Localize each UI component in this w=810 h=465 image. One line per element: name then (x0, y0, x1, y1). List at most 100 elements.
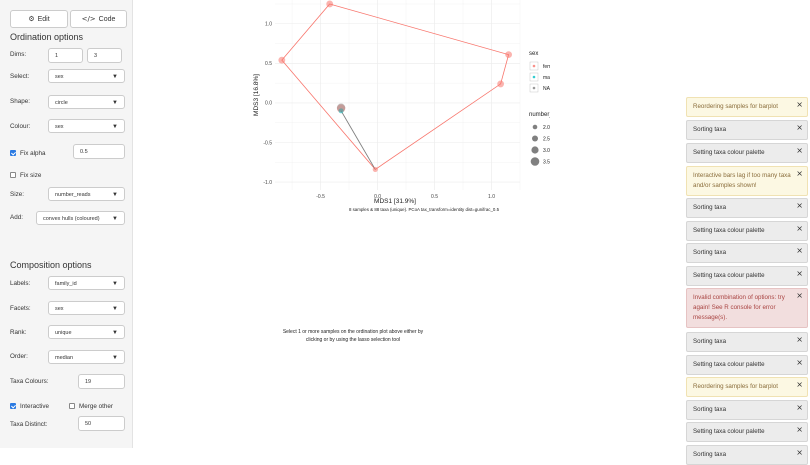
legend-sex: female male NA (529, 61, 550, 93)
notification-text: Sorting taxa (693, 204, 727, 211)
fix-size-label: Fix size (20, 172, 42, 179)
notification-toast: Sorting taxa × (686, 445, 808, 465)
sample-point-female[interactable] (372, 166, 378, 173)
caret-down-icon: ▼ (112, 192, 118, 198)
legend-size-dot (532, 135, 538, 142)
size-dropdown[interactable]: number_reads ▼ (48, 187, 125, 201)
merge-other-checkbox[interactable] (69, 403, 75, 409)
selection-hint: Select 1 or more samples on the ordinati… (282, 329, 424, 343)
notification-text: Sorting taxa (693, 126, 727, 133)
close-icon[interactable]: × (796, 246, 803, 255)
merge-other-label: Merge other (79, 403, 113, 410)
notification-text: Setting taxa colour palette (693, 149, 765, 156)
x-axis-label: MDS1 [31.9%] (374, 198, 416, 205)
order-dropdown[interactable]: median ▼ (48, 350, 125, 364)
close-icon[interactable]: × (796, 169, 803, 178)
select-dropdown[interactable]: sex ▼ (48, 69, 125, 83)
rank-dropdown[interactable]: unique ▼ (48, 325, 125, 339)
notification-toast: Setting taxa colour palette × (686, 422, 808, 442)
sample-point-female[interactable] (278, 56, 286, 64)
close-icon[interactable]: × (796, 291, 803, 300)
interactive-checkbox[interactable] (10, 403, 16, 409)
close-icon[interactable]: × (796, 269, 803, 278)
legend-reads: 2.0e+07 2.5e+07 3.0e+07 3.5e+07 (530, 124, 550, 166)
add-dropdown[interactable]: convex hulls (coloured) ▼ (36, 211, 125, 225)
legend-sex-label: NA (543, 86, 550, 92)
y-tick-label: 0.5 (265, 61, 272, 67)
sidebar: ⚙ Edit </> Code Ordination options Dims: 1… (0, 0, 133, 448)
labels-dropdown[interactable]: family_id ▼ (48, 276, 125, 290)
close-icon[interactable]: × (796, 380, 803, 389)
notification-text: Interactive bars lag if too many taxa an… (693, 172, 791, 189)
close-icon[interactable]: × (796, 100, 803, 109)
colour-dropdown[interactable]: sex ▼ (48, 119, 125, 133)
ordination-options-title: Ordination options (10, 32, 84, 42)
notification-toast: Sorting taxa × (686, 400, 808, 420)
close-icon[interactable]: × (796, 146, 803, 155)
close-icon[interactable]: × (796, 201, 803, 210)
sample-point-male[interactable] (338, 108, 344, 114)
notification-toast: Setting taxa colour palette × (686, 221, 808, 241)
legend-reads-label: 2.0e+07 (543, 125, 550, 131)
legend-size-dot (531, 146, 539, 154)
close-icon[interactable]: × (796, 123, 803, 132)
caret-down-icon: ▼ (112, 281, 118, 287)
notification-text: Reordering samples for barplot (693, 383, 778, 390)
sample-point-female[interactable] (497, 80, 505, 88)
taxa-distinct-input[interactable]: 50 (78, 416, 125, 431)
alpha-input[interactable]: 0.5 (73, 144, 125, 159)
dim2-input[interactable]: 3 (87, 48, 122, 63)
taxa-colours-input[interactable]: 19 (78, 374, 125, 389)
sample-point-female[interactable] (505, 51, 513, 59)
x-tick-label: 0.5 (431, 194, 438, 200)
edit-button[interactable]: ⚙ Edit (10, 10, 68, 28)
notification-toast: Invalid combination of options: try agai… (686, 288, 808, 328)
sample-point-na[interactable] (336, 103, 346, 112)
notification-text: Sorting taxa (693, 338, 727, 345)
legend-reads-title: number_reads (529, 112, 550, 118)
code-button[interactable]: </> Code (70, 10, 127, 28)
close-icon[interactable]: × (796, 335, 803, 344)
shape-dropdown[interactable]: circle ▼ (48, 95, 125, 109)
sample-points[interactable] (278, 0, 513, 173)
facets-label: Facets: (10, 305, 31, 312)
close-icon[interactable]: × (796, 224, 803, 233)
caret-down-icon: ▼ (112, 330, 118, 336)
caret-down-icon: ▼ (112, 216, 118, 222)
legend-key-dot (532, 75, 536, 79)
caret-down-icon: ▼ (112, 74, 118, 80)
fix-alpha-checkbox[interactable] (10, 150, 16, 156)
hull-female (281, 3, 510, 170)
caret-down-icon: ▼ (112, 306, 118, 312)
close-icon[interactable]: × (796, 448, 803, 457)
legend-sex-label: female (543, 64, 550, 70)
notification-text: Setting taxa colour palette (693, 428, 765, 435)
notification-text: Setting taxa colour palette (693, 227, 765, 234)
x-tick-label: -0.5 (316, 194, 325, 200)
y-tick-label: 1.0 (265, 22, 272, 28)
ordination-plot[interactable]: -0.5 0.0 0.5 1.0 1.0 0.5 0.0 -0.5 -1.0 MDS1 [31.… (250, 0, 550, 215)
plot-grid (275, 0, 521, 190)
fix-size-checkbox[interactable] (10, 172, 16, 178)
close-icon[interactable]: × (796, 358, 803, 367)
composition-options-title: Composition options (10, 260, 92, 270)
shape-label: Shape: (10, 98, 30, 105)
notification-text: Sorting taxa (693, 451, 727, 458)
notification-text: Sorting taxa (693, 406, 727, 413)
hull-male (340, 110, 376, 170)
notification-toast: Sorting taxa × (686, 120, 808, 140)
notification-toast: Reordering samples for barplot × (686, 97, 808, 117)
facets-dropdown[interactable]: sex ▼ (48, 301, 125, 315)
caret-down-icon: ▼ (112, 124, 118, 130)
gear-icon: ⚙ (28, 15, 35, 23)
legend-reads-label: 3.5e+07 (543, 159, 550, 165)
plot-panel[interactable] (275, 0, 520, 190)
code-icon: </> (81, 15, 96, 23)
notification-text: Reordering samples for barplot (693, 103, 778, 110)
legend-reads-label: 2.5e+07 (543, 136, 550, 142)
dim1-input[interactable]: 1 (48, 48, 83, 63)
close-icon[interactable]: × (796, 403, 803, 412)
notification-text: Setting taxa colour palette (693, 272, 765, 279)
sample-point-female[interactable] (326, 0, 334, 8)
close-icon[interactable]: × (796, 425, 803, 434)
